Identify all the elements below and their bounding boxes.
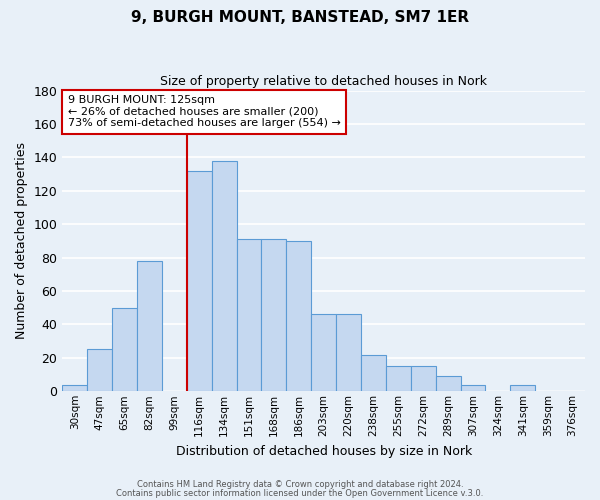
- Bar: [286, 241, 311, 392]
- Bar: [87, 350, 112, 392]
- Bar: [262, 239, 286, 392]
- Bar: [386, 366, 411, 392]
- Text: 9 BURGH MOUNT: 125sqm
← 26% of detached houses are smaller (200)
73% of semi-det: 9 BURGH MOUNT: 125sqm ← 26% of detached …: [68, 95, 340, 128]
- Text: Contains HM Land Registry data © Crown copyright and database right 2024.: Contains HM Land Registry data © Crown c…: [137, 480, 463, 489]
- Bar: [187, 170, 212, 392]
- Bar: [311, 314, 336, 392]
- Bar: [212, 160, 236, 392]
- Bar: [436, 376, 461, 392]
- Title: Size of property relative to detached houses in Nork: Size of property relative to detached ho…: [160, 75, 487, 88]
- Bar: [62, 384, 87, 392]
- Bar: [511, 384, 535, 392]
- Text: 9, BURGH MOUNT, BANSTEAD, SM7 1ER: 9, BURGH MOUNT, BANSTEAD, SM7 1ER: [131, 10, 469, 25]
- Text: Contains public sector information licensed under the Open Government Licence v.: Contains public sector information licen…: [116, 488, 484, 498]
- Bar: [461, 384, 485, 392]
- Bar: [361, 354, 386, 392]
- X-axis label: Distribution of detached houses by size in Nork: Distribution of detached houses by size …: [176, 444, 472, 458]
- Bar: [236, 239, 262, 392]
- Bar: [137, 261, 162, 392]
- Bar: [336, 314, 361, 392]
- Y-axis label: Number of detached properties: Number of detached properties: [15, 142, 28, 340]
- Bar: [411, 366, 436, 392]
- Bar: [112, 308, 137, 392]
